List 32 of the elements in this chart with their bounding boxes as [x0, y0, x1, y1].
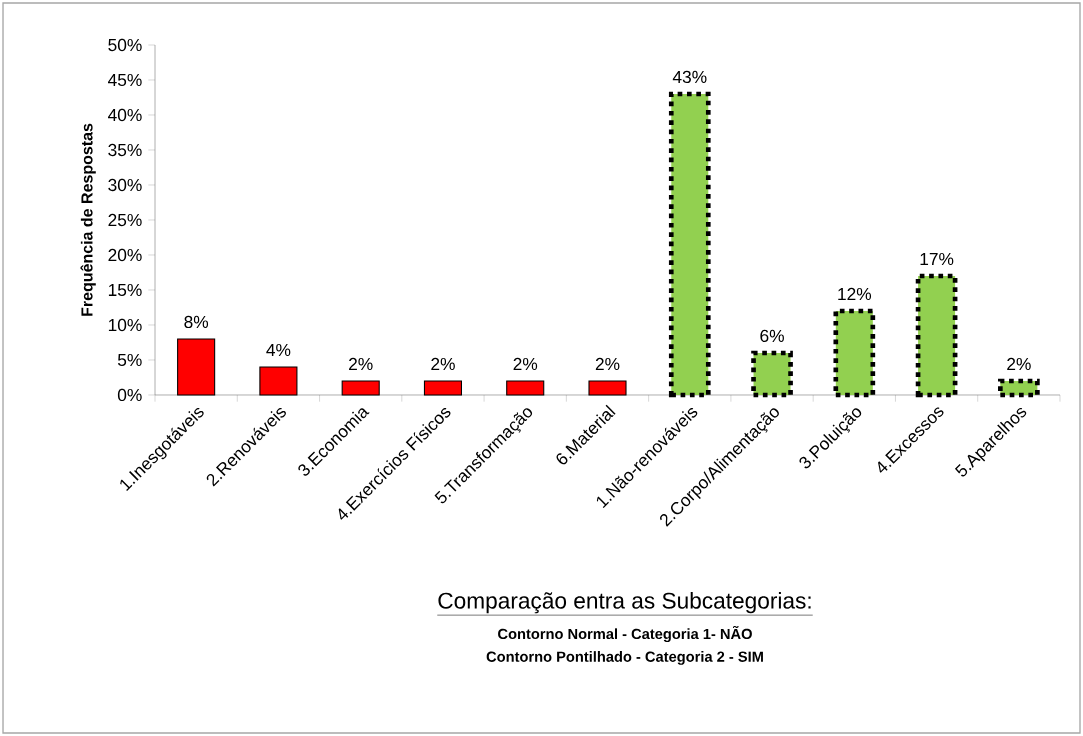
x-axis-title: Comparação entra as Subcategorias:	[438, 592, 811, 614]
bar	[259, 366, 298, 396]
y-tick-label: 20%	[108, 248, 142, 262]
data-label: 2%	[431, 357, 455, 371]
data-label: 17%	[920, 252, 954, 266]
data-label: 2%	[595, 357, 620, 371]
data-label: 2%	[513, 357, 538, 371]
y-tick-label: 10%	[108, 318, 142, 332]
bar	[423, 380, 463, 396]
data-label: 2%	[1007, 357, 1031, 371]
data-label: 8%	[184, 315, 209, 329]
data-label: 43%	[672, 70, 707, 84]
y-tick-label: 50%	[108, 38, 142, 52]
data-label: 4%	[266, 343, 291, 357]
y-tick-label: 45%	[108, 73, 142, 87]
bar	[588, 380, 627, 396]
y-tick-label: 25%	[108, 213, 142, 227]
text: Contorno Normal - Categoria 1- NÃO	[498, 625, 752, 643]
y-tick-label: 0%	[117, 388, 142, 402]
y-tick-label: 5%	[117, 353, 142, 367]
y-tick-label: 40%	[108, 108, 142, 122]
bar	[341, 380, 380, 396]
y-tick-label: 35%	[108, 143, 142, 157]
y-axis-title: Frequência de Respostas	[80, 123, 96, 316]
data-label: 12%	[838, 287, 872, 301]
data-label: 2%	[349, 357, 373, 371]
bar	[506, 380, 545, 396]
y-tick-label: 30%	[108, 178, 142, 192]
data-label: 6%	[760, 329, 784, 343]
y-tick-label: 15%	[108, 283, 142, 297]
text: Contorno Pontilhado - Categoria 2 - SIM	[486, 651, 763, 665]
bar	[177, 338, 216, 396]
